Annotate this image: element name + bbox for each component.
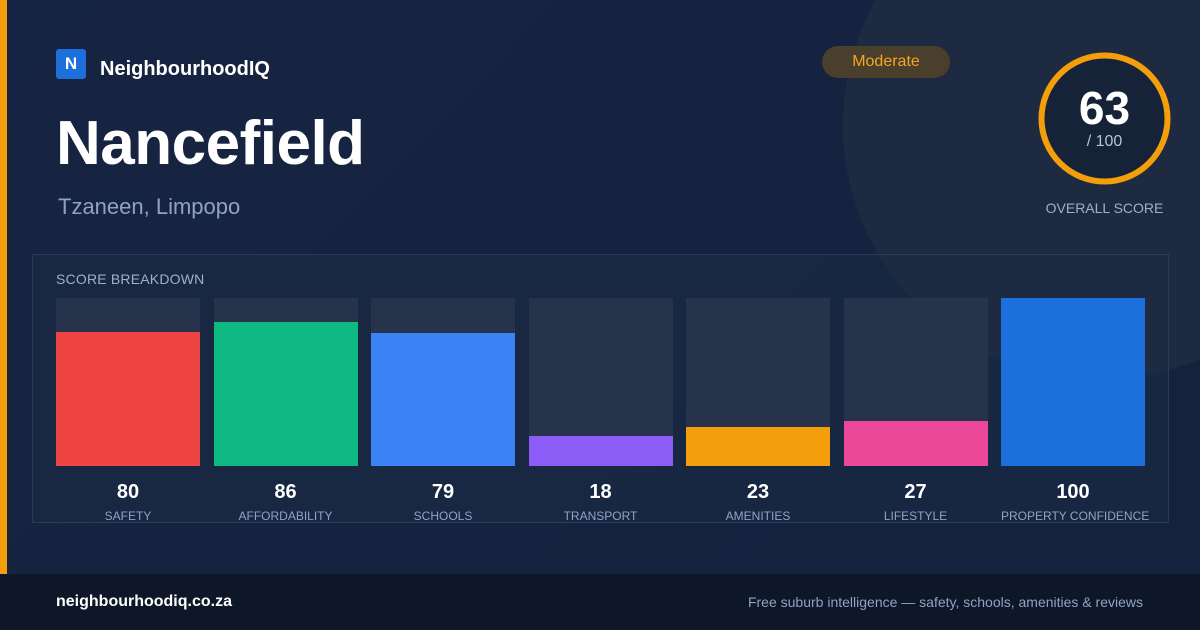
bar-value-label: 23 (746, 481, 770, 503)
bar-category-label: SAFETY (104, 509, 152, 523)
bar-value-label: 80 (116, 481, 140, 503)
suburb-location: Tzaneen, Limpopo (58, 194, 241, 219)
brand: N NeighbourhoodIQ (56, 46, 270, 81)
accent-bar (0, 0, 7, 574)
suburb-title: Nancefield (56, 109, 365, 178)
brand-logo-icon: N (56, 48, 86, 79)
bar-category-label: LIFESTYLE (883, 509, 948, 523)
bar-fill (843, 420, 988, 466)
footer (0, 574, 1200, 630)
score-breakdown-heading: SCORE BREAKDOWN (56, 271, 205, 287)
bar-column-schools: 79 SCHOOLS (371, 298, 515, 523)
bar-value-label: 27 (904, 481, 927, 503)
bar-value-label: 79 (431, 481, 455, 503)
bar-column-amenities: 23 AMENITIES (686, 298, 830, 523)
score-ring-progress (1038, 52, 1171, 185)
bar-category-label: TRANSPORT (563, 509, 638, 523)
bar-column-safety: 80 SAFETY (56, 298, 200, 523)
bar-track (371, 298, 515, 466)
bar-category-label: AMENITIES (725, 509, 791, 523)
bar-track (56, 298, 200, 466)
overall-score-value: 63 (1078, 82, 1131, 134)
bar-category-label: PROPERTY CONFIDENCE (1001, 509, 1150, 523)
bar-fill (371, 333, 515, 466)
overall-score-max: / 100 (1086, 133, 1123, 150)
bar-track (686, 298, 830, 466)
footer-tagline: Free suburb intelligence — safety, schoo… (747, 594, 1143, 610)
bar-track (213, 298, 358, 466)
bar-fill (213, 321, 358, 466)
bar-value-label: 18 (589, 481, 612, 503)
bar-track (528, 298, 673, 466)
rating-badge: Moderate (822, 46, 950, 78)
bar-value-label: 100 (1056, 481, 1090, 503)
overall-score-label: OVERALL SCORE (1045, 200, 1164, 216)
bar-category-label: SCHOOLS (413, 509, 473, 523)
bar-column-transport: 18 TRANSPORT (528, 298, 673, 523)
overall-score-ring (1028, 42, 1181, 195)
bar-column-property-confidence: 100 PROPERTY CONFIDENCE (1001, 298, 1149, 523)
brand-name: NeighbourhoodIQ (100, 58, 270, 80)
bar-category-label: AFFORDABILITY (238, 509, 333, 523)
bar-track (1001, 298, 1145, 466)
bar-column-lifestyle: 27 LIFESTYLE (843, 298, 988, 523)
bar-fill (528, 435, 673, 466)
bar-column-affordability: 86 AFFORDABILITY (213, 298, 358, 523)
bar-fill (1001, 298, 1145, 466)
bar-value-label: 86 (274, 481, 297, 503)
bar-fill (56, 331, 200, 466)
bar-fill (686, 427, 830, 466)
bar-track (843, 298, 988, 466)
footer-url[interactable]: neighbourhoodiq.co.za (56, 593, 232, 610)
